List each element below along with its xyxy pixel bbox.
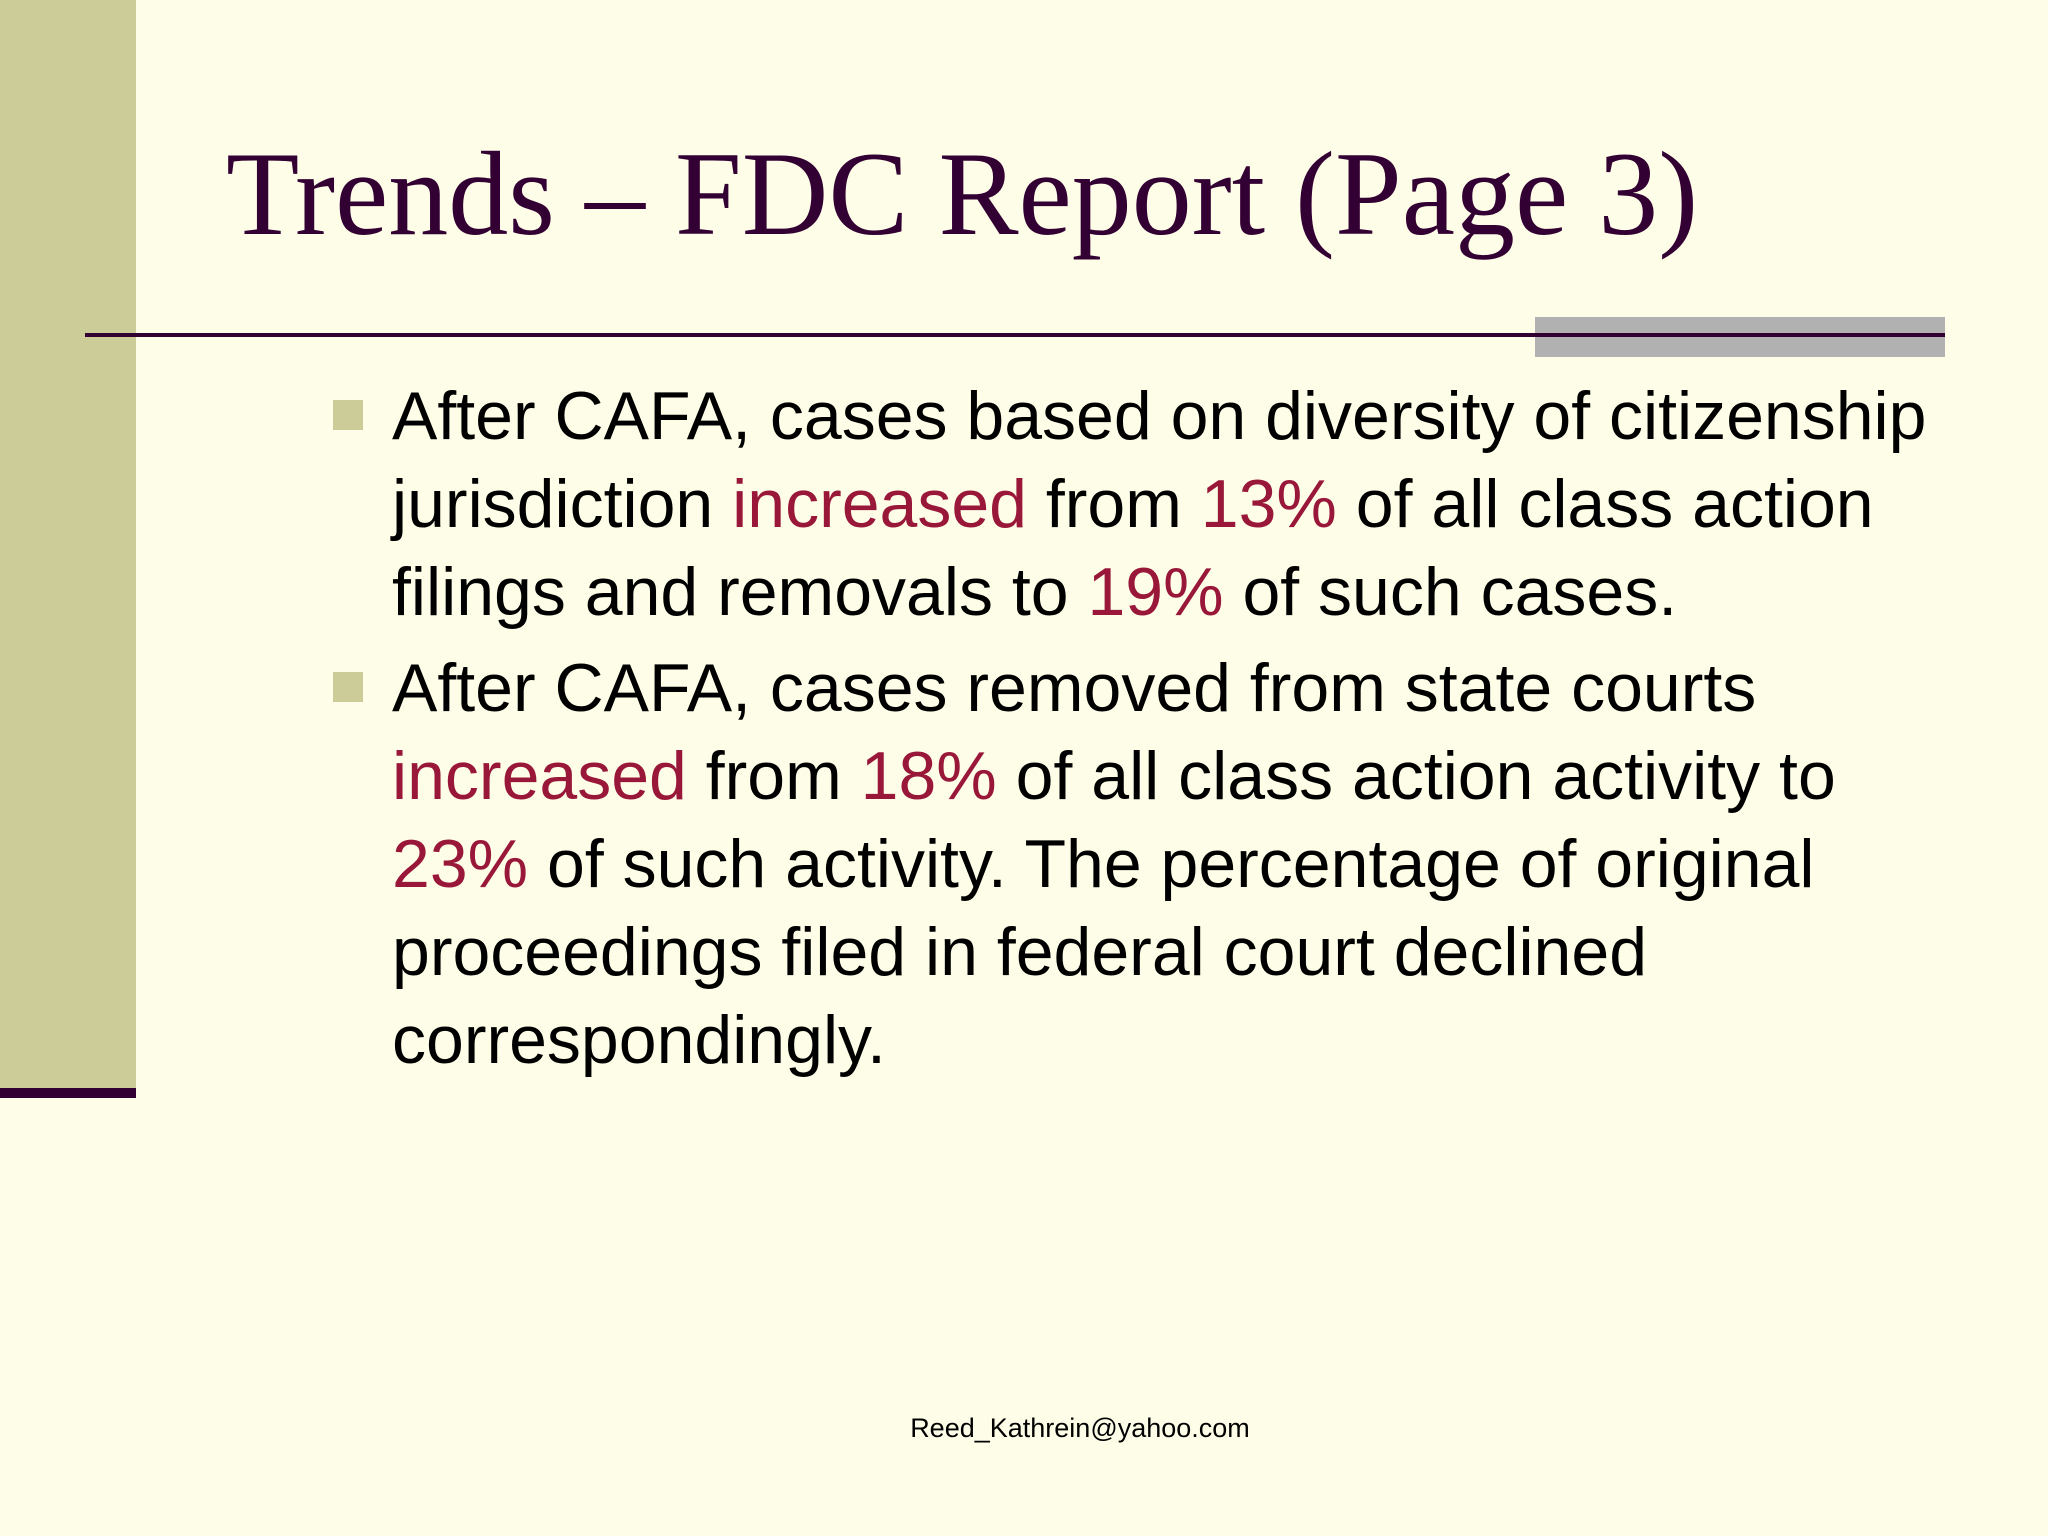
highlight-percentage: 13% (1200, 466, 1337, 542)
bullet-text: After CAFA, cases based on diversity of … (392, 378, 1926, 630)
highlight-percentage: 18% (860, 738, 997, 814)
text-run: After CAFA, cases based on diversity of … (392, 378, 1927, 542)
text-run: of all class action activity to (996, 738, 1836, 814)
text-run: After CAFA, cases removed from state cou… (392, 650, 1757, 726)
highlight-percentage: 19% (1087, 554, 1224, 630)
title-rule-accent (1535, 317, 1945, 357)
title-divider (85, 333, 1945, 337)
text-run: from (686, 738, 861, 814)
square-bullet-icon (333, 672, 363, 702)
footer-email: Reed_Kathrein@yahoo.com (910, 1413, 1250, 1443)
highlight-increased: increased (392, 738, 687, 814)
left-accent-rule (0, 1088, 136, 1098)
highlight-percentage: 23% (392, 826, 529, 902)
text-run: of such activity. The percentage of orig… (392, 826, 1815, 1078)
text-run: of such cases. (1223, 554, 1678, 630)
left-accent-bar (0, 0, 136, 1088)
bullet-list: After CAFA, cases based on diversity of … (330, 372, 1930, 1092)
text-run: of all class action filings and removals… (392, 466, 1874, 630)
text-run: from (1026, 466, 1201, 542)
title-divider-overlay (1535, 333, 1945, 337)
bullet-item-diversity-jurisdiction: After CAFA, cases based on diversity of … (330, 372, 1930, 636)
slide-title: Trends – FDC Report (Page 3) (226, 127, 1699, 260)
square-bullet-icon (333, 400, 363, 430)
bullet-item-removed-cases: After CAFA, cases removed from state cou… (330, 644, 1930, 1084)
bullet-text: After CAFA, cases removed from state cou… (392, 650, 1836, 1078)
highlight-increased: increased (732, 466, 1027, 542)
